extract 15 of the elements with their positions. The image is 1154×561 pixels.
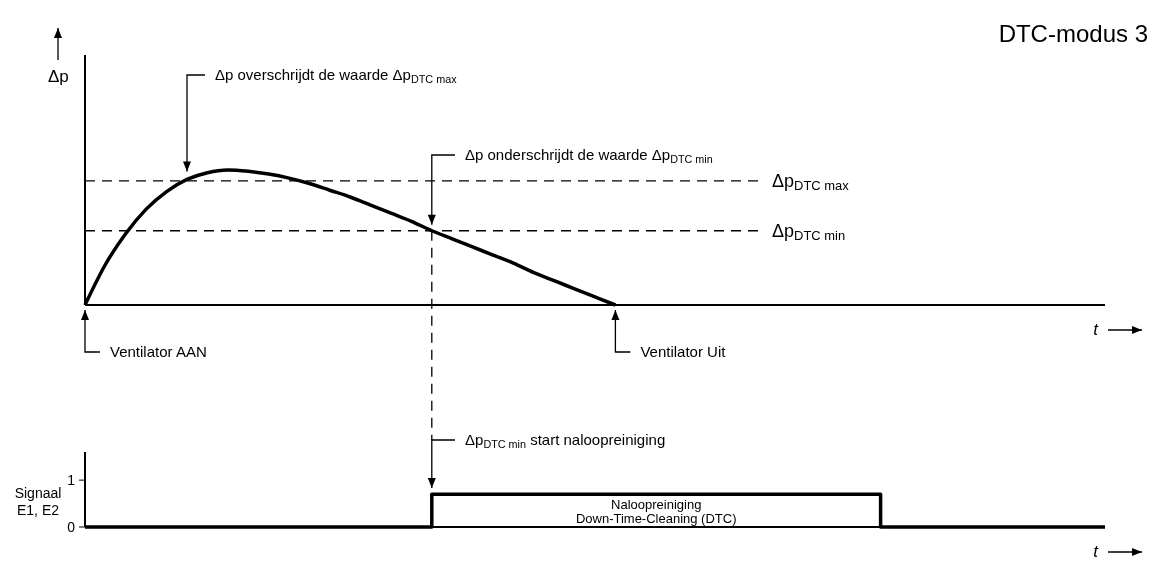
text: Δp overschrijdt de waarde Δp$_{DTC max}$ — [215, 66, 458, 85]
text: Δp$_{DTC min}$ start naloopreiniging — [465, 431, 666, 450]
y-axis-title: Signaal E1, E2 — [14, 485, 62, 518]
text: Ventilator AAN — [110, 343, 207, 360]
text: Ventilator Uit — [640, 343, 727, 360]
ref-line-label: Δp$_{DTC max}$ — [772, 170, 850, 194]
x-axis-title: t — [1093, 320, 1100, 339]
text: Δp onderschrijdt de waarde Δp$_{DTC min}$ — [465, 146, 713, 165]
y-tick-label: 1 — [67, 472, 76, 489]
annotation: Naloopreiniging Down-Time-Cleaning (DTC) — [575, 497, 737, 526]
y-tick-label: 0 — [67, 519, 76, 535]
chart-title: DTC-modus 3 — [998, 20, 1148, 47]
x-axis-title: t — [1093, 542, 1100, 561]
ref-line-label: Δp$_{DTC min}$ — [772, 220, 846, 243]
y-axis-title: Δp — [48, 67, 69, 86]
